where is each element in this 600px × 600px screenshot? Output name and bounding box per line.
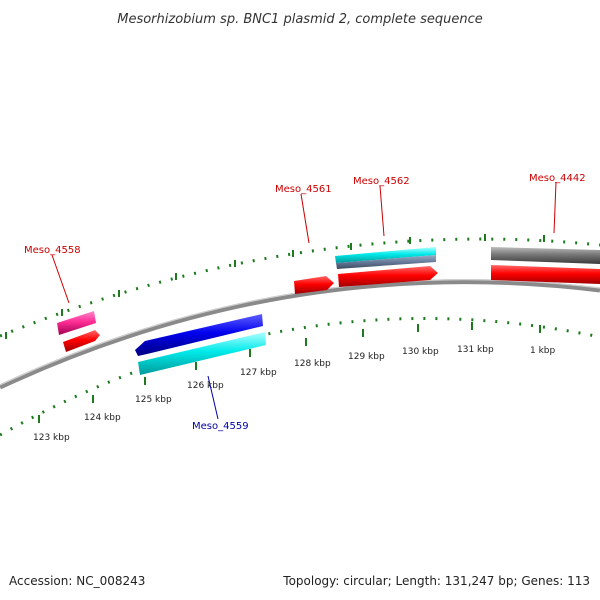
tick-label: 126 kbp	[187, 381, 224, 391]
plasmid-backbone	[0, 279, 600, 390]
tick-label: 131 kbp	[457, 345, 494, 355]
gene-leader-lines	[51, 181, 557, 420]
feature-cds-forward	[294, 276, 334, 294]
outer-major-ticks	[5, 234, 545, 339]
tick-label: 129 kbp	[348, 352, 385, 362]
gene-label-meso-4558: Meso_4558	[24, 245, 81, 256]
inner-major-ticks	[38, 322, 541, 423]
gene-label-meso-4559: Meso_4559	[192, 421, 249, 432]
tick-labels: 123 kbp 124 kbp 125 kbp 126 kbp 127 kbp …	[33, 345, 556, 443]
tick-label: 125 kbp	[135, 395, 172, 405]
outer-tick-ring	[0, 237, 600, 338]
feature-misc	[336, 255, 436, 269]
gene-labels: Meso_4558 Meso_4559 Meso_4561 Meso_4562 …	[24, 173, 586, 432]
gene-label-meso-4562: Meso_4562	[353, 176, 410, 187]
feature-pink	[57, 311, 96, 335]
tick-label: 124 kbp	[84, 413, 121, 423]
gene-label-meso-4442: Meso_4442	[529, 173, 586, 184]
feature-gray	[491, 247, 600, 264]
accession-text: Accession: NC_008243	[9, 574, 146, 588]
feature-rna	[335, 247, 436, 263]
feature-rna	[138, 332, 266, 375]
tick-label: 130 kbp	[402, 347, 439, 357]
tick-label: 127 kbp	[240, 368, 277, 378]
tick-label: 123 kbp	[33, 433, 70, 443]
map-title: Mesorhizobium sp. BNC1 plasmid 2, comple…	[117, 12, 483, 27]
feature-cds-forward	[63, 330, 100, 352]
feature-cds-forward	[338, 266, 438, 287]
gene-features	[57, 247, 600, 375]
tick-label: 1 kbp	[530, 346, 556, 356]
topology-summary: Topology: circular; Length: 131,247 bp; …	[283, 574, 590, 588]
feature-cds-forward	[491, 265, 600, 284]
feature-cds-reverse	[135, 314, 263, 356]
tick-label: 128 kbp	[294, 359, 331, 369]
gene-label-meso-4561: Meso_4561	[275, 184, 332, 195]
